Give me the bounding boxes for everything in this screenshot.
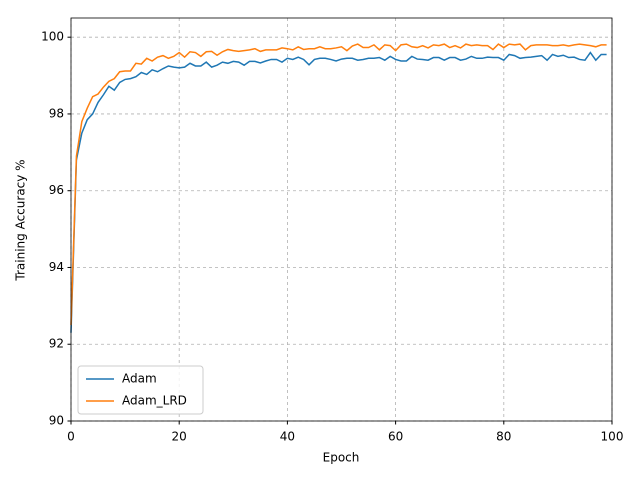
y-tick-label: 96 <box>49 183 64 197</box>
x-tick-label: 80 <box>496 430 511 444</box>
y-tick-label: 92 <box>49 337 64 351</box>
legend-box <box>77 365 204 415</box>
y-tick-label: 100 <box>41 30 64 44</box>
y-tick-label: 98 <box>49 106 64 120</box>
y-tick-label: 94 <box>49 260 64 274</box>
x-tick-label: 0 <box>67 430 75 444</box>
x-tick-label: 40 <box>280 430 295 444</box>
legend-label: Adam <box>122 372 157 386</box>
plot-frame <box>70 17 613 422</box>
x-tick-label: 20 <box>172 430 187 444</box>
line-series <box>70 43 607 326</box>
legend-label: Adam_LRD <box>122 394 187 408</box>
line-series <box>70 51 607 333</box>
y-axis-label: Training Accuracy % <box>14 159 28 281</box>
x-tick-label: 60 <box>388 430 403 444</box>
x-tick-label: 100 <box>601 430 624 444</box>
x-axis-label: Epoch <box>323 451 360 465</box>
y-tick-label: 90 <box>49 414 64 428</box>
